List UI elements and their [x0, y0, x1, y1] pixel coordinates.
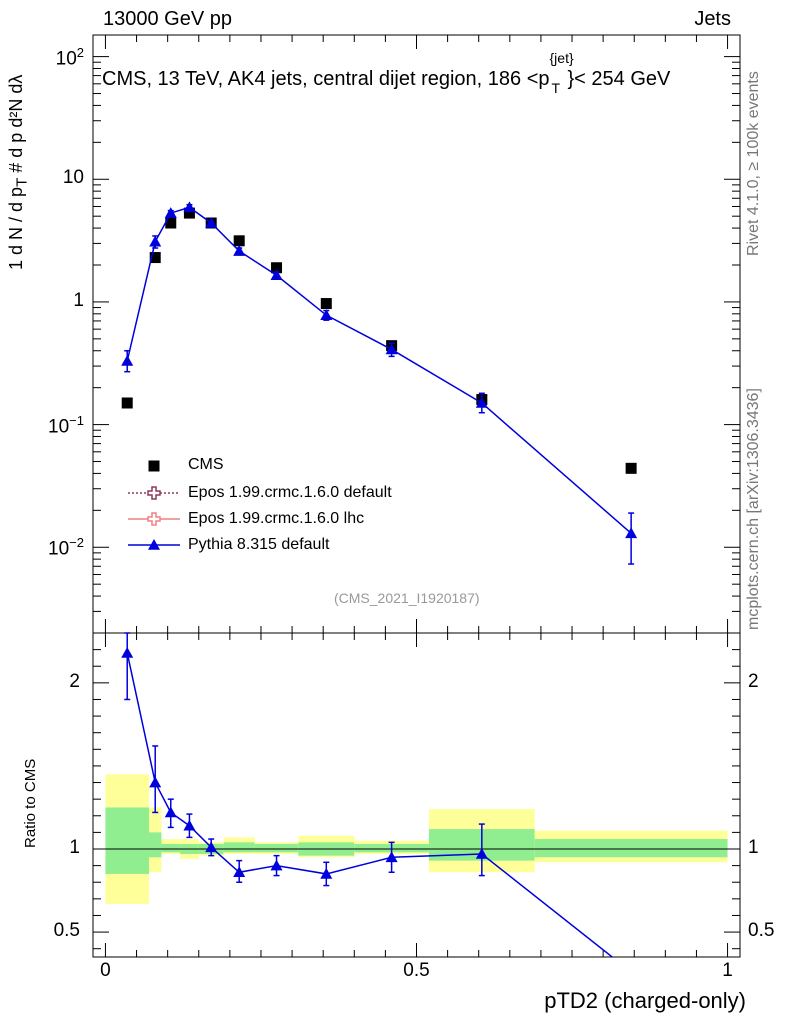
header-left-label: 13000 GeV pp	[103, 8, 232, 30]
legend-marker-epos-default	[147, 486, 161, 500]
ratio-ytick-label: 1	[69, 837, 80, 858]
legend-marker-pythia	[148, 539, 160, 550]
main-panel-series	[121, 201, 638, 565]
legend-label-pythia: Pythia 8.315 default	[188, 536, 330, 553]
source-label: mcplots.cern.ch [arXiv:1306.3436]	[745, 388, 762, 630]
ratio-xtick-label: 0	[100, 960, 111, 981]
ratio-pythia-point	[270, 859, 283, 871]
analysis-id: (CMS_2021_I1920187)	[334, 590, 480, 606]
ratio-pythia-point	[320, 867, 333, 879]
ratio-xtick-label: 0.5	[403, 960, 430, 981]
ylabel-den2: d p	[6, 132, 26, 158]
pythia-point	[270, 269, 283, 281]
pythia-point	[320, 309, 333, 320]
ratio-panel-ticks	[93, 633, 740, 957]
ylabel-den3: dλ	[6, 74, 26, 94]
ratio-xtick-label: 1	[722, 960, 733, 981]
ratio-pythia-point	[475, 847, 488, 859]
title-sup: {jet}	[549, 50, 574, 66]
ratio-pythia-line	[126, 652, 614, 957]
ratio-ytick-label-right: 0.5	[748, 920, 775, 942]
band-inner	[105, 807, 149, 874]
band-inner	[254, 844, 299, 853]
pythia-point	[121, 354, 134, 366]
rivet-version-label: Rivet 4.1.0, ≥ 100k events	[745, 71, 762, 256]
ylabel-num3: d²N	[6, 98, 26, 128]
main-ytick-label: 10	[62, 167, 84, 189]
title-script: {jet} T	[550, 50, 574, 96]
cms-point	[320, 298, 332, 310]
ratio-panel-series	[121, 632, 614, 957]
ylabel-num1: 1	[6, 259, 26, 270]
cms-point	[183, 207, 195, 219]
ylabel-num2: #	[6, 162, 26, 173]
main-ytick-label: 10−1	[48, 412, 84, 437]
main-panel-ticks	[93, 35, 740, 634]
ratio-pythia-point	[205, 841, 218, 853]
title-post: }< 254 GeV	[567, 68, 671, 90]
ratio-pythia-point	[233, 866, 246, 878]
ratio-ytick-label-right: 1	[748, 837, 759, 858]
pythia-point	[475, 396, 488, 408]
cms-point	[121, 397, 133, 409]
legend-marker-cms	[148, 460, 160, 472]
ylabel-den1: d N / d p	[6, 186, 26, 255]
ratio-ytick-label: 0.5	[53, 920, 80, 942]
pythia-point	[149, 235, 162, 247]
title-pre: CMS, 13 TeV, AK4 jets, central dijet reg…	[102, 68, 550, 90]
band-inner	[534, 839, 728, 858]
legend-markers	[128, 460, 180, 550]
pythia-point	[183, 201, 196, 213]
pythia-point	[164, 207, 177, 218]
ratio-pythia-point	[385, 851, 398, 863]
title-sub: T	[551, 80, 561, 96]
band-inner	[161, 844, 181, 853]
ratio-ytick-label-right: 2	[748, 670, 759, 692]
legend-label-epos-lhc: Epos 1.99.crmc.1.6.0 lhc	[188, 510, 365, 527]
ratio-pythia-point	[149, 776, 162, 788]
header-right-label: Jets	[694, 8, 731, 30]
ratio-panel-frame	[92, 632, 741, 958]
cms-point	[165, 217, 177, 229]
main-ytick-label: 1	[73, 289, 84, 311]
cms-point	[625, 462, 637, 474]
ylabel-sub: T	[13, 177, 31, 187]
pythia-point	[385, 343, 398, 355]
legend-marker-epos-lhc	[147, 512, 161, 526]
legend-label-epos-default: Epos 1.99.crmc.1.6.0 default	[188, 484, 392, 501]
legend-label-cms: CMS	[188, 456, 224, 473]
band-inner	[223, 842, 255, 853]
chart-title: CMS, 13 TeV, AK4 jets, central dijet reg…	[102, 50, 671, 96]
pythia-point	[625, 527, 638, 539]
ratio-uncertainty-bands	[105, 774, 728, 904]
ratio-ytick-label: 2	[69, 670, 80, 692]
x-axis-label: pTD2 (charged-only)	[544, 988, 746, 1013]
band-inner	[148, 832, 162, 858]
main-ylabel: 1 d N / d pT # d p d²N dλ	[6, 75, 31, 270]
cms-point	[149, 252, 161, 264]
pythia-point	[233, 245, 246, 256]
cms-point	[233, 235, 245, 247]
pythia-point	[205, 217, 218, 228]
main-ytick-label: 10−2	[48, 535, 84, 560]
ratio-ylabel: Ratio to CMS	[22, 758, 39, 848]
ratio-pythia-point	[121, 646, 134, 658]
cms-point	[271, 262, 283, 274]
main-ytick-label: 102	[55, 44, 84, 69]
ratio-pythia-point	[183, 819, 196, 831]
ratio-pythia-point	[164, 806, 177, 818]
